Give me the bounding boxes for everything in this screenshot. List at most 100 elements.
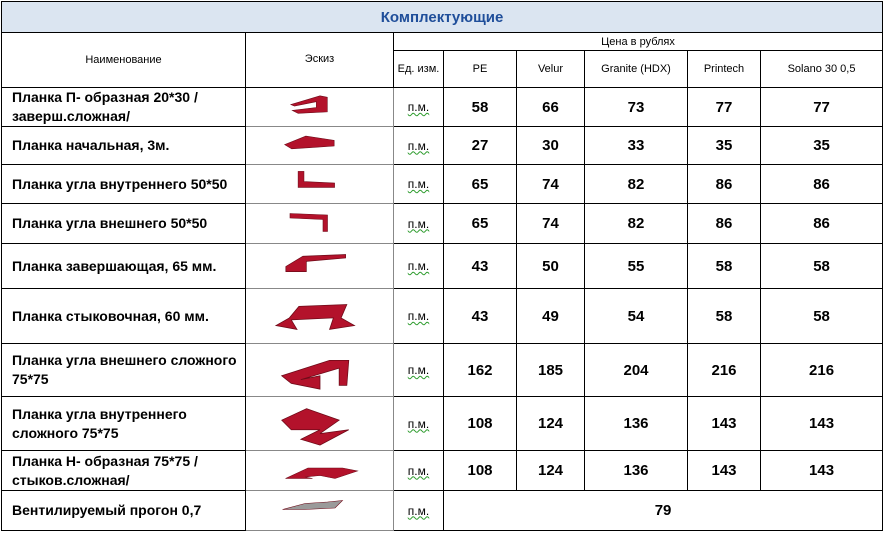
table-row: Планка завершающая, 65 мм. п.м. 43 50 55 58 58 [1,243,884,289]
item-unit: п.м. [393,243,444,289]
flashing-profile-icon [280,360,349,390]
item-unit: п.м. [393,203,444,244]
flashing-profile-icon [280,407,349,445]
item-name: Вентилируемый прогон 0,7 [1,490,246,531]
item-name: Планка угла внешнего 50*50 [1,203,246,244]
price-cell: 136 [584,396,688,451]
item-name: Планка угла внутреннего 50*50 [1,164,246,204]
item-name: Планка стыковочная, 60 мм. [1,288,246,344]
item-unit: п.м. [393,126,444,165]
item-name: Планка угла внутреннего сложного 75*75 [1,396,246,451]
flashing-profile-icon [284,467,359,479]
flashing-profile-icon [274,304,356,330]
item-unit: п.м. [393,164,444,204]
price-cell: 73 [584,87,688,127]
price-cell: 35 [687,126,761,165]
table-row: Планка угла внутреннего сложного 75*75 п.… [1,396,884,451]
price-cell: 50 [516,243,585,289]
table-row: Планка угла внутреннего 50*50 п.м. 65 74 82 8… [1,164,884,204]
item-sketch [245,450,394,491]
item-unit: п.м. [393,490,444,531]
item-name: Планка завершающая, 65 мм. [1,243,246,289]
price-cell: 143 [687,396,761,451]
price-cell: 86 [759,203,884,244]
price-cell-merged: 79 [442,490,884,531]
price-cell: 30 [516,126,585,165]
item-sketch [245,396,394,451]
price-cell: 66 [516,87,585,127]
price-cell: 143 [759,450,884,491]
item-sketch [245,490,394,531]
price-cell: 143 [687,450,761,491]
price-cell: 65 [443,164,517,204]
item-sketch [245,203,394,244]
header-sketch: Эскиз [245,32,394,88]
item-name: Планка начальная, 3м. [1,126,246,165]
table-title: Комплектующие [0,1,884,33]
header-granite: Granite (HDX) [584,50,688,88]
flashing-profile-icon [297,170,335,188]
item-name: Планка Н- образная 75*75 /стыков.сложная… [1,450,246,491]
item-unit: п.м. [393,87,444,127]
flashing-profile-icon [281,499,343,510]
flashing-profile-icon [289,212,328,232]
table-row: Планка стыковочная, 60 мм. п.м. 43 49 54 58 58 [1,288,884,344]
table-row: Планка угла внешнего 50*50 п.м. 65 74 82 86 86 [1,203,884,244]
header-unit: Ед. изм. [393,50,444,88]
price-cell: 86 [759,164,884,204]
price-cell: 27 [443,126,517,165]
item-unit: п.м. [393,343,444,397]
price-cell: 108 [443,450,517,491]
price-cell: 82 [584,164,688,204]
price-cell: 77 [759,87,884,127]
price-cell: 86 [687,203,761,244]
flashing-profile-icon [284,253,346,272]
item-sketch [245,343,394,397]
price-cell: 216 [759,343,884,397]
price-cell: 58 [687,288,761,344]
table-row: Вентилируемый прогон 0,7 п.м. 79 [1,490,884,531]
item-name: Планка угла внешнего сложного 75*75 [1,343,246,397]
table-row: Планка начальная, 3м. п.м. 27 30 33 35 35 [1,126,884,165]
item-unit: п.м. [393,396,444,451]
flashing-profile-icon [283,135,334,149]
flashing-profile-icon [289,95,328,114]
item-sketch [245,288,394,344]
price-cell: 86 [687,164,761,204]
table-row: Планка угла внешнего сложного 75*75 п.м. 1… [1,343,884,397]
price-cell: 58 [443,87,517,127]
price-cell: 43 [443,288,517,344]
price-cell: 136 [584,450,688,491]
price-cell: 143 [759,396,884,451]
header-price-group: Цена в рублях [392,32,884,51]
price-cell: 43 [443,243,517,289]
price-cell: 74 [516,203,585,244]
price-cell: 49 [516,288,585,344]
header-velur: Velur [516,50,585,88]
item-sketch [245,87,394,127]
item-unit: п.м. [393,288,444,344]
price-cell: 204 [584,343,688,397]
price-cell: 54 [584,288,688,344]
price-cell: 33 [584,126,688,165]
header-name: Наименование [1,32,246,88]
item-unit: п.м. [393,450,444,491]
price-cell: 185 [516,343,585,397]
table-row: Планка Н- образная 75*75 /стыков.сложная… [1,450,884,491]
price-cell: 35 [759,126,884,165]
item-sketch [245,243,394,289]
price-cell: 55 [584,243,688,289]
price-cell: 58 [759,243,884,289]
price-cell: 124 [516,396,585,451]
price-cell: 216 [687,343,761,397]
item-sketch [245,126,394,165]
price-cell: 162 [443,343,517,397]
price-cell: 77 [687,87,761,127]
price-cell: 108 [443,396,517,451]
price-cell: 124 [516,450,585,491]
price-cell: 82 [584,203,688,244]
table-row: Планка П- образная 20*30 /заверш.сложная… [1,87,884,127]
header-pe: PE [443,50,517,88]
